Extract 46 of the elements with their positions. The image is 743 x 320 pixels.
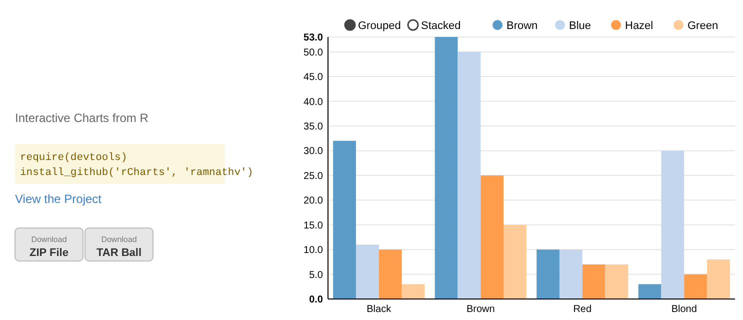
bar <box>480 175 504 299</box>
legend-label: Brown <box>506 20 538 32</box>
bar <box>605 264 628 299</box>
bar <box>707 259 730 299</box>
bar <box>378 250 402 299</box>
y-tick-label: 35.0 <box>304 121 324 132</box>
bar <box>684 274 708 299</box>
bar <box>582 264 606 299</box>
bar <box>402 284 425 299</box>
legend-label: Green <box>688 20 718 32</box>
text: install_github('rCharts', 'ramnathv') <box>20 167 254 179</box>
text: Stacked <box>421 20 461 32</box>
bar <box>638 284 662 299</box>
text: Interactive Charts from R <box>15 111 149 125</box>
text: Download <box>101 235 137 244</box>
legend-label: Hazel <box>625 20 654 32</box>
y-tick-label: 5.0 <box>309 270 324 281</box>
bar <box>536 250 560 299</box>
y-tick-label: 50.0 <box>304 47 324 58</box>
bar <box>458 52 481 299</box>
text: Grouped <box>358 20 401 32</box>
bar <box>356 244 379 299</box>
legend-label: Blue <box>569 20 592 32</box>
y-tick-label: 30.0 <box>304 146 324 158</box>
text: ZIP File <box>30 247 68 259</box>
y-tick-label: 25.0 <box>304 170 324 182</box>
text: TAR Ball <box>96 247 142 259</box>
y-tick-label: 20.0 <box>304 196 324 207</box>
y-tick-label: 40.0 <box>304 96 324 108</box>
y-tick-label: 15.0 <box>304 220 324 232</box>
bar <box>661 150 684 299</box>
x-tick-label: Brown <box>466 304 495 315</box>
bar <box>504 224 526 299</box>
bar <box>559 250 582 299</box>
x-tick-label: Red <box>573 304 592 315</box>
x-tick-label: Blond <box>671 304 697 315</box>
y-tick-label: 10.0 <box>304 245 324 256</box>
text: Download <box>31 235 67 244</box>
bar <box>333 140 356 299</box>
y-tick-label: 0.0 <box>309 294 324 306</box>
x-tick-label: Black <box>366 304 392 315</box>
bar <box>434 37 458 299</box>
text: View the Project <box>15 192 102 206</box>
text: require(devtools) <box>20 152 128 164</box>
y-tick-label: 53.0 <box>304 32 324 44</box>
y-tick-label: 45.0 <box>304 72 324 84</box>
